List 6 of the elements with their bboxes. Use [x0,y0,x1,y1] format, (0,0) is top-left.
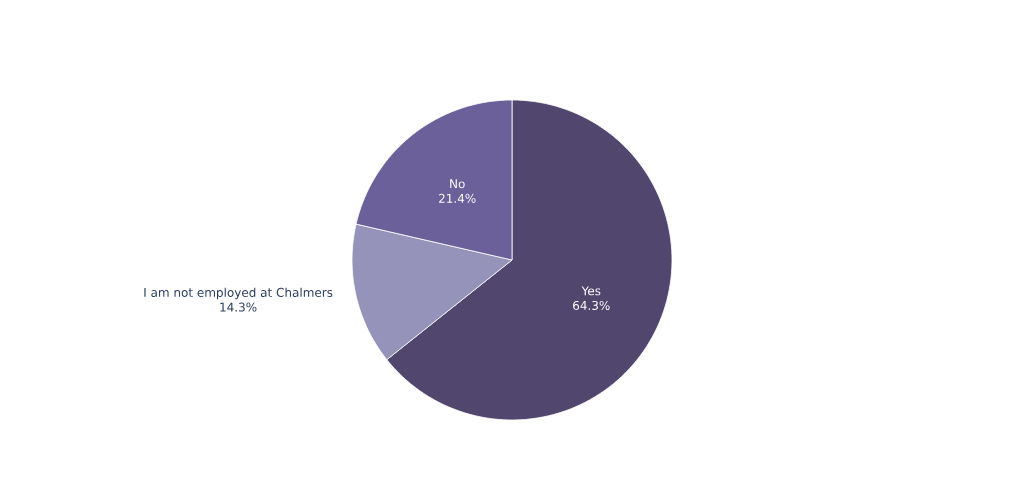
data-label: 64.3% [573,300,610,311]
data-label: 14.3% [220,302,257,312]
data-label: 21.4% [439,193,476,203]
slice-label: No [450,179,465,189]
slice-label: Yes [581,286,601,296]
slice-label: I am not employed at Chalmers [144,287,333,300]
